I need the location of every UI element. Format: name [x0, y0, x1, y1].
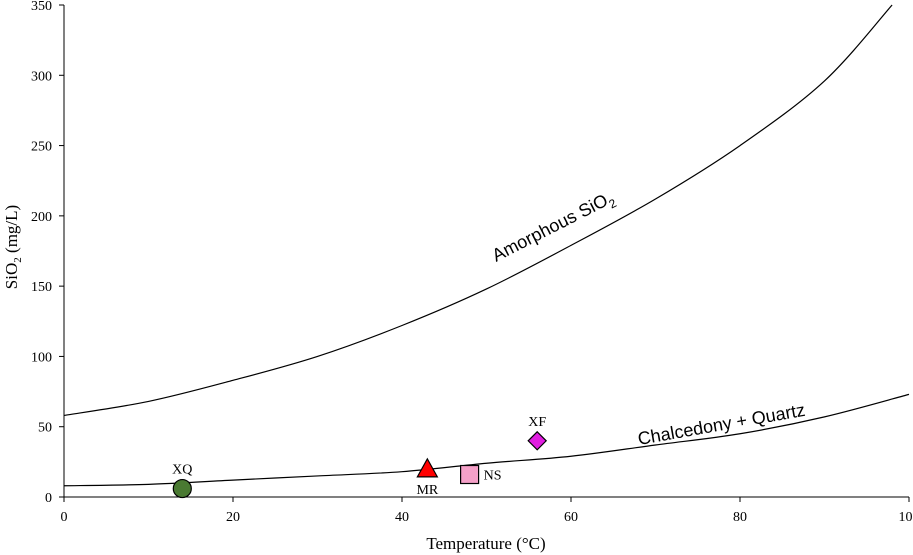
x-tick-label-2: 40	[395, 510, 409, 525]
y-tick-label-3: 150	[31, 280, 52, 295]
y-tick-label-2: 100	[31, 350, 52, 365]
x-tick-label-4: 80	[733, 510, 747, 525]
y-tick-label-5: 250	[31, 140, 52, 155]
point-mr-label: MR	[416, 483, 438, 498]
y-tick-label-1: 50	[38, 421, 52, 436]
curve-amorphous-sio2	[63, 4, 893, 417]
x-tick-label-5: 100	[899, 510, 913, 525]
y-tick-label-4: 200	[31, 210, 52, 225]
point-ns-marker	[460, 464, 480, 485]
point-xf-marker	[527, 430, 548, 451]
ticks: 0 20 40 60 80 100 0 50 100 150 200 250 300 350	[31, 0, 913, 525]
point-ns-label: NS	[484, 469, 502, 484]
curve-chalcedony-quartz	[63, 393, 910, 487]
x-tick-label-0: 0	[61, 510, 68, 525]
curves	[63, 4, 910, 487]
x-axis-title: Temperature (°C)	[426, 534, 545, 553]
point-xq-marker	[172, 478, 192, 499]
curve-label-amorphous: Amorphous SiO2	[489, 187, 619, 269]
y-tick-label-7: 350	[31, 0, 52, 14]
y-tick-label-6: 300	[31, 69, 52, 84]
x-tick-label-3: 60	[564, 510, 578, 525]
point-mr-marker	[416, 457, 439, 478]
x-tick-label-1: 20	[226, 510, 240, 525]
point-xq-label: XQ	[172, 463, 192, 478]
point-xf-label: XF	[528, 415, 546, 430]
y-axis-title: SiO2 (mg/L)	[2, 205, 24, 289]
points: XQ MR NS XF	[172, 415, 548, 499]
curve-label-chalcedony-quartz: Chalcedony + Quartz	[636, 400, 806, 449]
y-tick-label-0: 0	[45, 491, 52, 506]
